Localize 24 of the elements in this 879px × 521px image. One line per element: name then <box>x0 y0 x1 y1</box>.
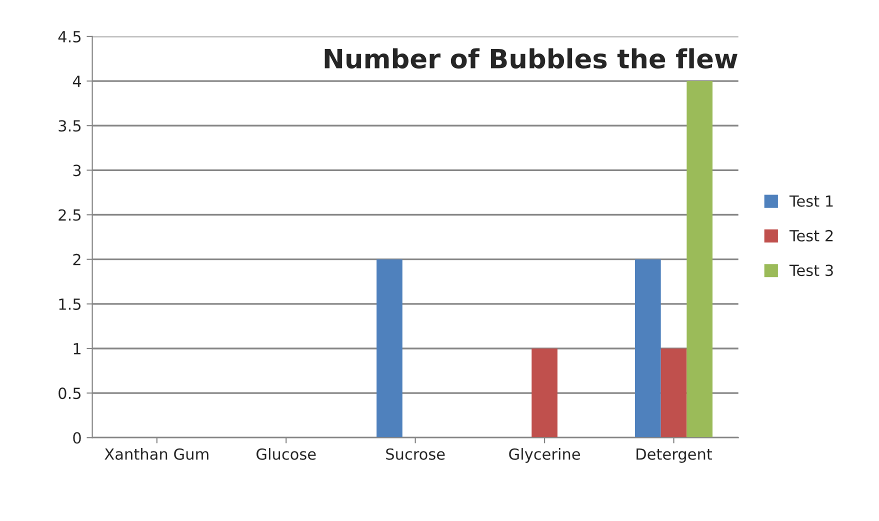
bar <box>634 259 661 438</box>
x-tick-label: Glycerine <box>509 448 580 463</box>
x-tick-label: Xanthan Gum <box>104 448 208 460</box>
y-tick-label: 3 <box>73 164 81 176</box>
y-tick-label: 4 <box>72 76 82 87</box>
chart-title: Number of Bubbles the flew <box>324 48 738 69</box>
y-tick-label: 2 <box>73 254 80 266</box>
y-tick-label: 3.5 <box>58 120 81 132</box>
y-tick-label: 1 <box>74 343 80 354</box>
bar <box>532 348 558 438</box>
x-tick-label: Detergent <box>636 448 712 463</box>
bar <box>660 348 687 438</box>
x-tick-label: Sucrose <box>386 448 445 460</box>
legend-label: Test 2 <box>789 230 833 242</box>
bar <box>376 259 402 438</box>
y-tick-label: 4.5 <box>58 31 81 42</box>
legend-label: Test 1 <box>789 195 833 207</box>
y-tick-label: 0 <box>73 432 81 444</box>
x-tick-label: Glucose <box>256 448 316 460</box>
y-tick-label: 0.5 <box>58 388 81 400</box>
y-tick-label: 1.5 <box>59 298 81 310</box>
bar <box>686 81 713 438</box>
y-tick-label: 2.5 <box>58 209 81 221</box>
legend-label: Test 3 <box>789 264 833 276</box>
